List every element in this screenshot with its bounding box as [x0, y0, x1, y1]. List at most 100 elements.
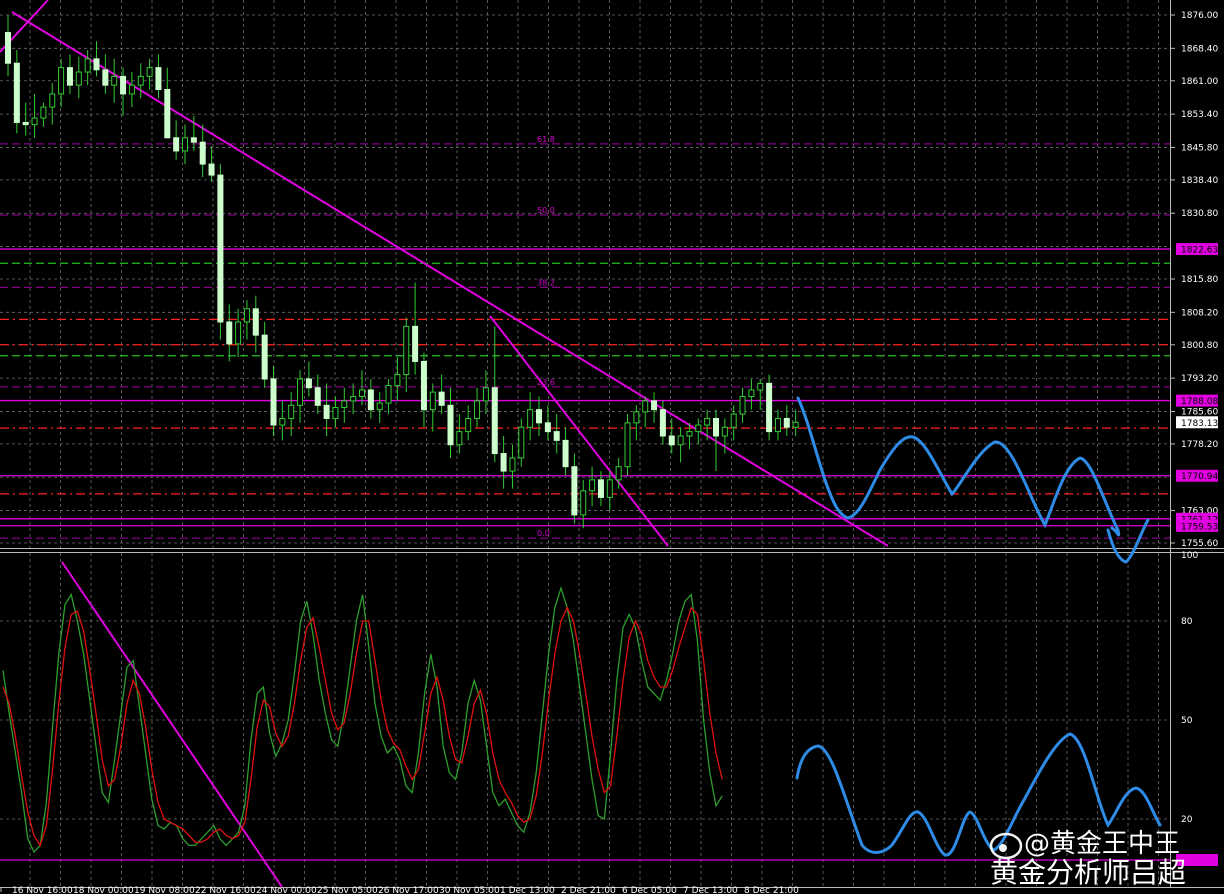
candle — [49, 82, 56, 125]
candlestick-series — [5, 15, 799, 529]
candle-body — [447, 404, 454, 446]
candle-body — [491, 387, 498, 455]
candle — [420, 352, 427, 428]
time-tick-label: 18 Nov 00:00 — [73, 886, 134, 894]
price-tick-label: 1815.80 — [1181, 275, 1218, 285]
candle-body — [146, 67, 153, 77]
candle-body — [615, 466, 622, 481]
candle-body — [562, 439, 569, 468]
candle — [509, 444, 516, 489]
price-tick-label: 1830.80 — [1181, 209, 1218, 219]
candle-body — [721, 426, 728, 437]
candle-body — [350, 396, 357, 402]
candle — [235, 308, 242, 358]
candle — [624, 414, 631, 476]
candle — [633, 405, 640, 441]
candle-body — [252, 308, 259, 336]
candle-body — [774, 417, 781, 433]
candle — [783, 405, 790, 436]
time-tick-label: 24 Nov 00:00 — [256, 886, 317, 894]
candle-body — [58, 67, 65, 95]
candle-body — [164, 89, 171, 139]
weibo-icon — [989, 832, 1023, 860]
oscillator-downtrend-line — [61, 561, 283, 888]
candle — [739, 387, 746, 423]
candle — [562, 427, 569, 476]
forecast-curve-oscillator — [795, 732, 1162, 857]
axes: 1876.00 1868.40 1861.00 1853.40 1845.80 1838.… — [0, 11, 1218, 894]
candle — [367, 378, 374, 419]
candle — [84, 50, 91, 86]
candle-body — [155, 67, 162, 91]
candle — [199, 124, 206, 178]
candle-body — [182, 137, 188, 152]
price-tick-label: 1778.20 — [1181, 440, 1218, 450]
candle — [659, 400, 666, 445]
price-tick-label: 1838.40 — [1181, 176, 1218, 186]
candle — [527, 392, 534, 441]
candle-body — [314, 387, 321, 406]
candle — [668, 418, 675, 454]
candle-body — [757, 382, 764, 391]
candle-body — [22, 121, 29, 126]
candle — [190, 115, 197, 151]
steep-downtrend-line — [489, 315, 669, 547]
forecast-curve-price-end — [1106, 518, 1150, 564]
horizontal-levels — [0, 143, 1170, 861]
candle — [155, 54, 162, 99]
oscillator-tick-label: 100 — [1181, 551, 1198, 561]
time-tick-label: 25 Nov 05:00 — [317, 886, 378, 894]
candle — [332, 396, 339, 428]
candle — [713, 409, 719, 472]
candle-body — [226, 321, 233, 345]
oscillator-tick-label: 50 — [1181, 716, 1193, 726]
candle-body — [208, 163, 215, 176]
price-tick-label: 1868.40 — [1181, 44, 1218, 54]
candle-body — [367, 389, 374, 411]
candle — [217, 164, 224, 340]
candle — [111, 58, 118, 103]
candle — [429, 383, 436, 432]
candle — [704, 409, 711, 441]
price-tick-label: 1800.80 — [1181, 341, 1218, 351]
candle — [465, 405, 472, 441]
candle-body — [332, 406, 339, 419]
candle-body — [102, 69, 109, 86]
candle-body — [500, 453, 507, 472]
price-tick-label: 1808.20 — [1181, 308, 1218, 318]
candle-body — [651, 400, 658, 411]
candle — [341, 387, 348, 423]
candle — [305, 361, 312, 397]
candle — [5, 15, 11, 77]
candle-body — [93, 58, 100, 71]
candle-body — [75, 71, 82, 86]
candle-body — [686, 431, 693, 437]
candle-body — [527, 409, 534, 428]
candle-body — [783, 417, 790, 428]
watermark-author: 黄金分析师吕超 — [990, 856, 1186, 889]
time-tick-label: 30 Nov 05:00 — [439, 886, 500, 894]
candle-body — [288, 404, 295, 419]
candle-body — [668, 435, 675, 446]
candle-body — [571, 466, 578, 516]
candle-body — [438, 391, 445, 406]
candle — [66, 54, 73, 94]
candle — [518, 418, 525, 467]
candle-body — [766, 382, 773, 433]
candle-body — [633, 411, 640, 424]
candle — [270, 365, 277, 436]
hand-drawn-forecast — [795, 396, 1162, 857]
candle-body — [394, 374, 401, 387]
candle — [651, 392, 658, 423]
candle — [146, 58, 153, 90]
candle-body — [323, 404, 330, 419]
price-tags: 1822.631788.081783.131770.941761.121759.… — [1176, 243, 1218, 866]
candle-body — [66, 67, 73, 86]
candle-body — [49, 93, 56, 108]
watermark-handle: @黄金王中王 — [1024, 829, 1180, 859]
candle — [482, 370, 489, 415]
candle-body — [518, 426, 525, 459]
candle-body — [624, 422, 631, 468]
